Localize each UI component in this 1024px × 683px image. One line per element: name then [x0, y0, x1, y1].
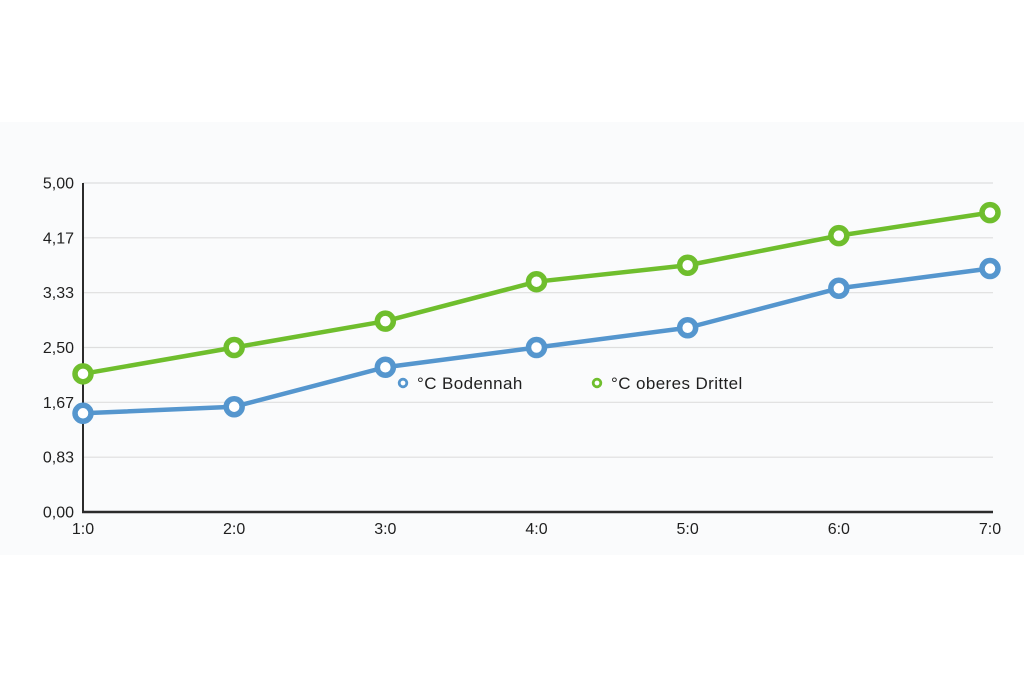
- legend-item-c-bodennah[interactable]: °C Bodennah: [397, 374, 523, 393]
- data-point[interactable]: [676, 254, 699, 276]
- y-axis-tick-label: 5,00: [43, 176, 74, 193]
- y-axis-tick-label: 4,17: [43, 230, 74, 247]
- data-point[interactable]: [72, 363, 94, 385]
- data-point[interactable]: [72, 402, 94, 425]
- legend-marker-icon: [397, 377, 409, 389]
- data-point[interactable]: [676, 317, 699, 339]
- data-point[interactable]: [525, 270, 548, 293]
- data-point[interactable]: [979, 257, 1001, 280]
- y-gridlines: [83, 182, 993, 458]
- axes: [82, 183, 993, 514]
- legend-item-c-oberes-drittel[interactable]: °C oberes Drittel: [591, 374, 743, 393]
- x-axis-tick-label: 2:0: [223, 521, 245, 538]
- data-point[interactable]: [828, 224, 850, 247]
- data-point[interactable]: [828, 277, 850, 300]
- data-point[interactable]: [374, 356, 397, 378]
- legend-label: °C oberes Drittel: [611, 374, 743, 393]
- data-point[interactable]: [223, 336, 245, 359]
- y-axis-tick-label: 3,33: [43, 285, 74, 302]
- data-point[interactable]: [374, 310, 397, 332]
- series-c-bodennah: [72, 257, 1001, 425]
- x-axis-labels: 1:0 2:0 3:0 4:0 5:0 6:0 7:0: [72, 521, 1001, 538]
- data-point[interactable]: [979, 201, 1001, 224]
- data-point[interactable]: [525, 336, 548, 359]
- data-point[interactable]: [223, 395, 245, 418]
- legend-marker-icon: [591, 377, 603, 389]
- y-axis-tick-label: 0,83: [43, 450, 74, 467]
- chart-card: [0, 122, 1024, 555]
- x-axis-tick-label: 7:0: [979, 521, 1001, 538]
- y-axis-tick-label: 0,00: [43, 505, 74, 522]
- series-c-oberes-drittel: [72, 201, 1001, 385]
- x-axis-tick-label: 4:0: [525, 521, 547, 538]
- x-axis-tick-label: 3:0: [374, 521, 396, 538]
- y-axis-tick-label: 1,67: [43, 395, 74, 412]
- x-axis-tick-label: 1:0: [72, 521, 94, 538]
- y-axis-tick-label: 2,50: [43, 340, 74, 357]
- x-axis-tick-label: 6:0: [828, 521, 850, 538]
- legend-label: °C Bodennah: [417, 374, 523, 393]
- y-axis-labels: 0,00 0,83 1,67 2,50 3,33 4,17 5,00: [43, 176, 74, 522]
- legend: °C Bodennah °C oberes Drittel: [397, 374, 743, 393]
- x-axis-tick-label: 5:0: [677, 521, 699, 538]
